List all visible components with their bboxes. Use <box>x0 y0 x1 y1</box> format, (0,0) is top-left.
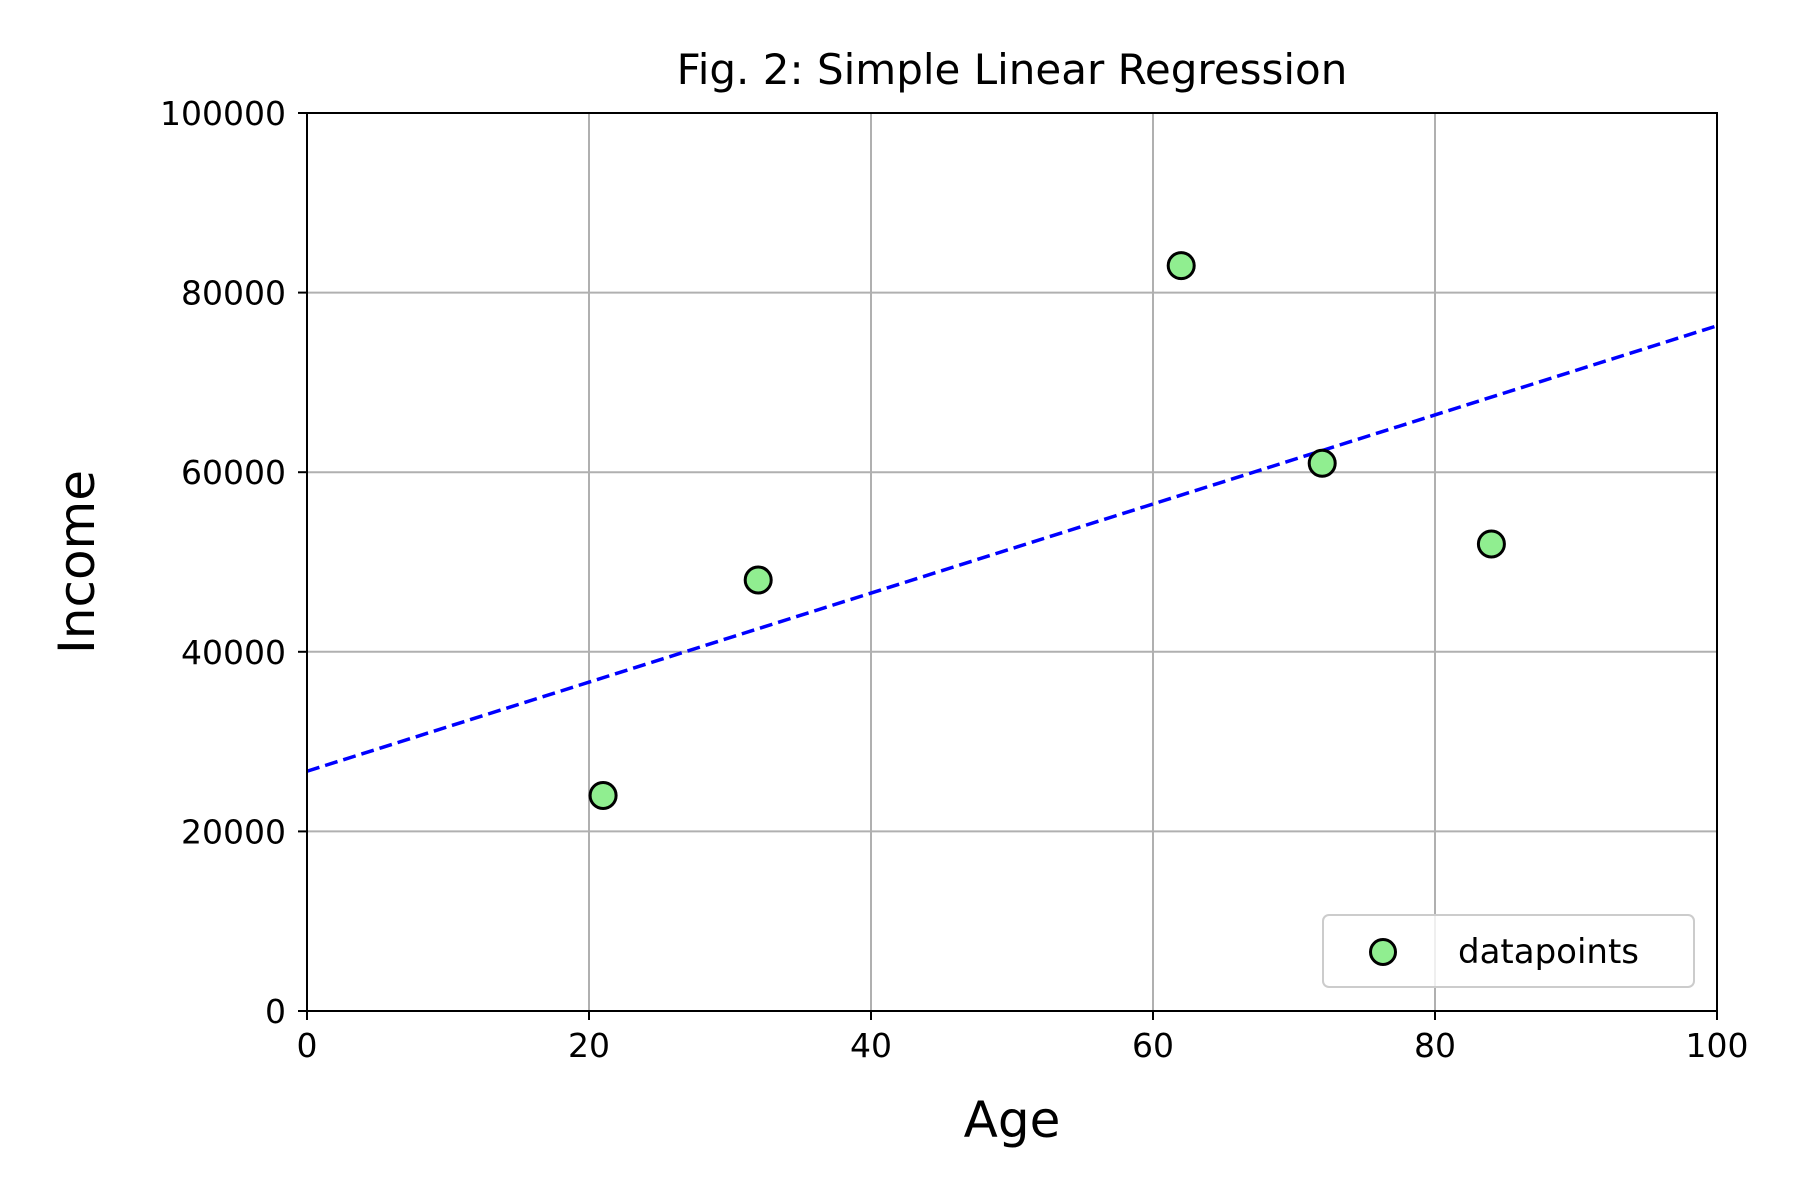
y-tick-label: 60000 <box>181 453 286 492</box>
y-tick-label: 20000 <box>181 812 286 851</box>
y-tick-label: 40000 <box>181 633 286 672</box>
y-axis-title: Income <box>48 470 106 654</box>
x-tick-label: 100 <box>1686 1026 1749 1065</box>
data-point <box>743 565 773 595</box>
legend-box <box>1322 914 1695 988</box>
y-tick-label: 80000 <box>181 274 286 313</box>
y-axis-ticks: 0 20000 40000 60000 80000 100000 <box>160 94 307 1031</box>
data-point <box>1476 529 1506 559</box>
x-tick-label: 40 <box>850 1026 892 1065</box>
legend: datapoints <box>1322 914 1695 988</box>
x-axis-ticks: 0 20 40 60 80 100 <box>297 1011 1749 1065</box>
legend-marker <box>1369 938 1397 966</box>
x-tick-label: 20 <box>568 1026 610 1065</box>
data-point <box>1166 251 1196 281</box>
plot-frame <box>306 112 1718 1012</box>
x-axis-title: Age <box>964 1091 1061 1149</box>
y-tick-label: 0 <box>265 992 286 1031</box>
chart-title: Fig. 2: Simple Linear Regression <box>677 45 1348 94</box>
data-points-layer <box>588 251 1506 810</box>
y-tick-label: 100000 <box>160 94 286 133</box>
x-tick-label: 0 <box>297 1026 318 1065</box>
data-point <box>1307 448 1337 478</box>
legend-label: datapoints <box>1458 932 1639 972</box>
data-point <box>588 780 618 810</box>
x-tick-label: 60 <box>1132 1026 1174 1065</box>
x-tick-label: 80 <box>1414 1026 1456 1065</box>
grid-lines <box>306 112 1718 1012</box>
